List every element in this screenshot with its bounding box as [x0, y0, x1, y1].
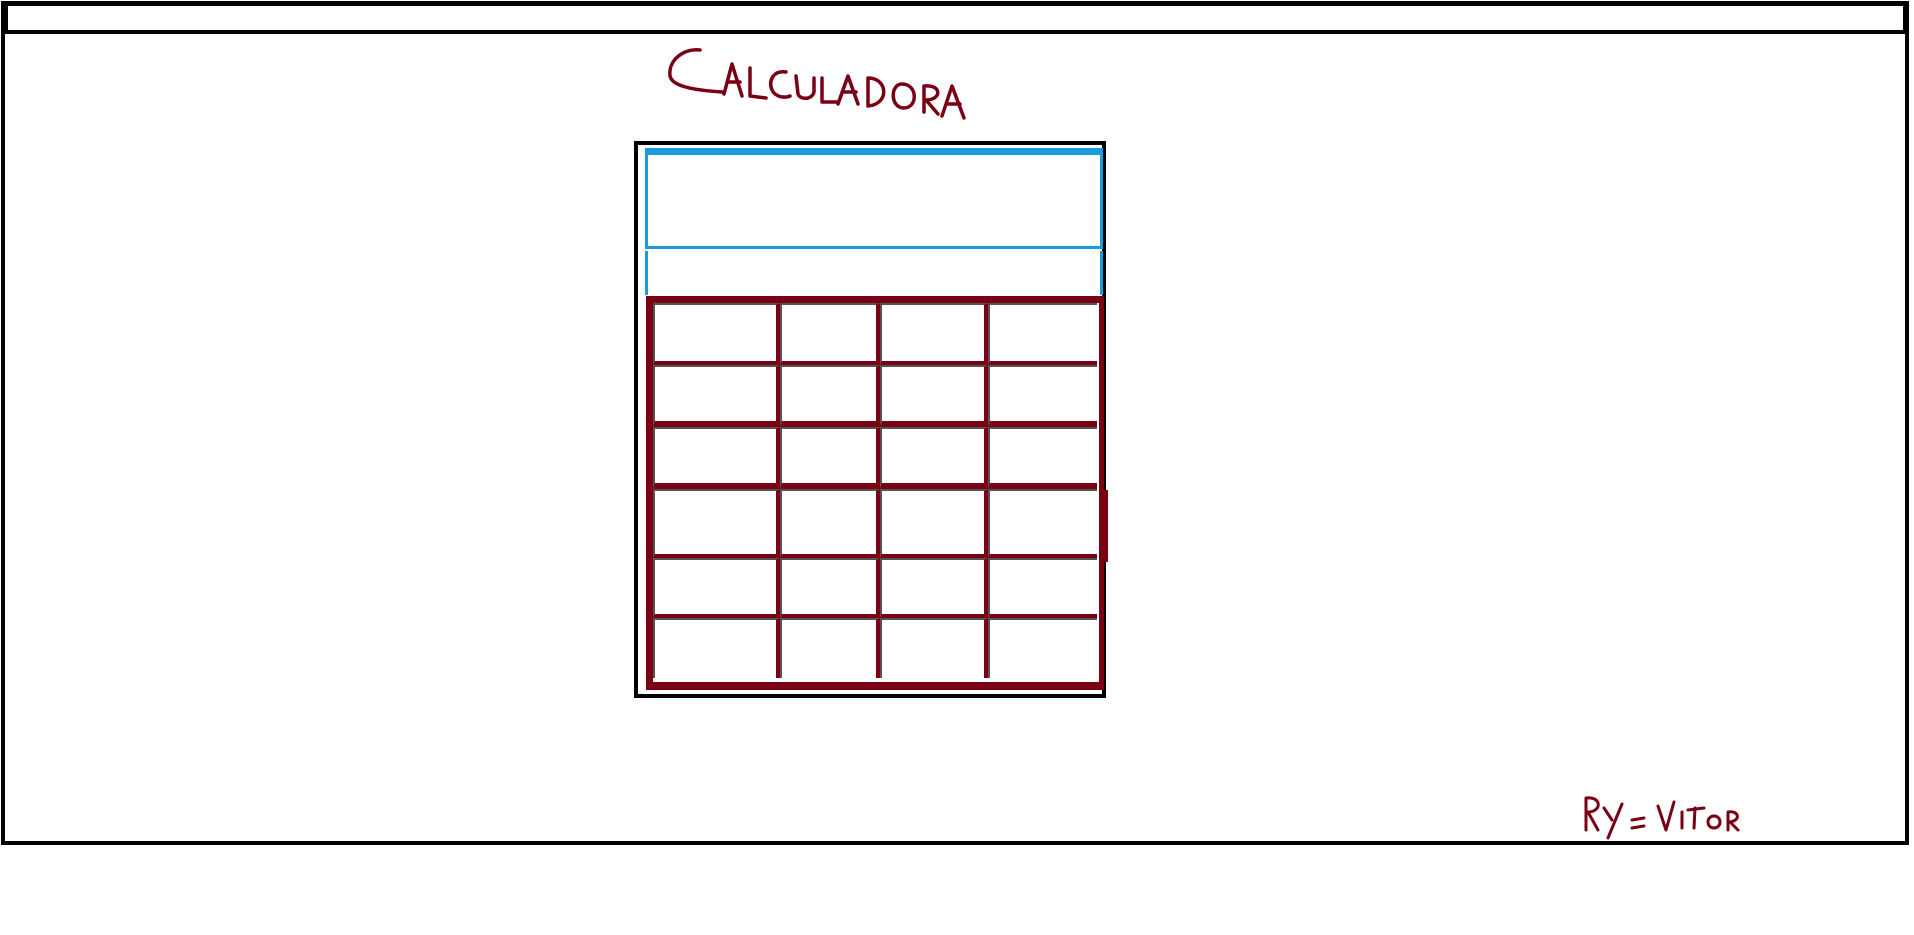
- calc-key-r1c1[interactable]: [653, 303, 780, 365]
- keypad-edge-mark: [1103, 490, 1108, 562]
- calculator-keypad: [646, 296, 1104, 690]
- calc-key-r6c3[interactable]: [880, 618, 988, 678]
- calc-key-r6c4[interactable]: [988, 618, 1097, 678]
- calc-key-r2c3[interactable]: [880, 365, 988, 427]
- calc-key-r6c1[interactable]: [653, 618, 780, 678]
- calc-key-r2c1[interactable]: [653, 365, 780, 427]
- calc-key-r5c3[interactable]: [880, 558, 988, 618]
- calc-key-r3c3[interactable]: [880, 427, 988, 489]
- calc-key-r6c2[interactable]: [780, 618, 880, 678]
- calc-key-r5c4[interactable]: [988, 558, 1097, 618]
- calc-key-r1c4[interactable]: [988, 303, 1097, 365]
- calc-key-r1c3[interactable]: [880, 303, 988, 365]
- calc-key-r3c4[interactable]: [988, 427, 1097, 489]
- calc-key-r5c1[interactable]: [653, 558, 780, 618]
- author-signature-handwritten: [1584, 796, 1740, 840]
- calc-key-r4c4[interactable]: [988, 489, 1097, 558]
- calc-key-r3c1[interactable]: [653, 427, 780, 489]
- calc-key-r4c3[interactable]: [880, 489, 988, 558]
- calc-key-r3c2[interactable]: [780, 427, 880, 489]
- calc-key-r2c4[interactable]: [988, 365, 1097, 427]
- calc-key-r4c2[interactable]: [780, 489, 880, 558]
- app-title-handwritten: [668, 48, 966, 120]
- window-title-bar: [4, 6, 1907, 34]
- calculator-secondary-display: [645, 251, 1103, 295]
- browser-window-frame: [1, 1, 1909, 845]
- calc-key-r4c1[interactable]: [653, 489, 780, 558]
- calc-key-r5c2[interactable]: [780, 558, 880, 618]
- calc-key-r2c2[interactable]: [780, 365, 880, 427]
- calculator-display: [645, 148, 1103, 249]
- calc-key-r1c2[interactable]: [780, 303, 880, 365]
- calculator-body: [634, 141, 1106, 698]
